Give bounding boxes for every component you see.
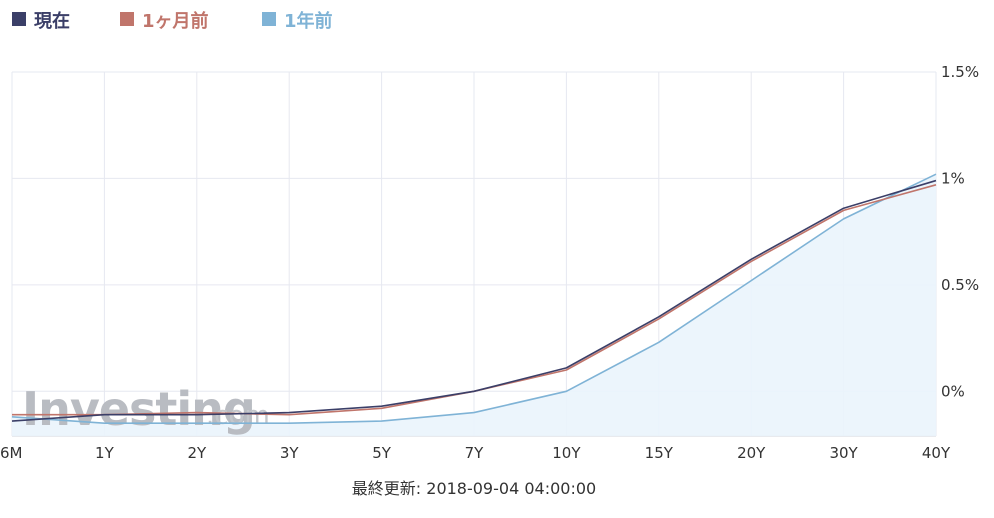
x-tick-label: 30Y [829, 444, 858, 462]
last-updated-text: 最終更新: 2018-09-04 04:00:00 [352, 479, 596, 498]
x-tick-label: 7Y [465, 444, 485, 462]
area-1year [12, 174, 936, 436]
legend-label-1year: 1年前 [284, 10, 333, 32]
legend-item-1year[interactable]: 1年前 [262, 10, 333, 32]
watermark-main: Investing [22, 382, 255, 436]
y-tick-label: 0.5% [941, 276, 979, 294]
y-axis-ticks: 1.5% 1% 0.5% 0% [941, 63, 979, 400]
legend-swatch-1year [262, 12, 276, 26]
x-tick-label: 5Y [372, 444, 392, 462]
watermark-suffix: .com [206, 401, 270, 431]
y-tick-label: 0% [941, 382, 965, 400]
legend-label-1month: 1ヶ月前 [142, 10, 209, 32]
x-tick-label: 20Y [737, 444, 766, 462]
legend-item-1month[interactable]: 1ヶ月前 [120, 10, 209, 32]
area-fill [12, 174, 936, 436]
legend-swatch-1month [120, 12, 134, 26]
investing-watermark: Investing .com [22, 382, 270, 436]
x-tick-label: 15Y [645, 444, 674, 462]
legend-label-current: 現在 [34, 10, 70, 32]
legend: 現在 1ヶ月前 1年前 [12, 10, 333, 32]
series-line-1year [11, 173, 937, 425]
series-line-current [11, 179, 937, 422]
y-tick-label: 1% [941, 169, 965, 187]
y-tick-label: 1.5% [941, 63, 979, 81]
x-tick-label: 6M [0, 444, 23, 462]
x-tick-label: 3Y [280, 444, 300, 462]
x-tick-label: 10Y [552, 444, 581, 462]
x-axis-ticks: 6M 1Y 2Y 3Y 5Y 7Y 10Y 15Y 20Y 30Y 40Y [0, 444, 951, 462]
x-tick-label: 40Y [922, 444, 951, 462]
series-lines [11, 173, 937, 425]
x-tick-label: 1Y [95, 444, 115, 462]
x-tick-label: 2Y [187, 444, 207, 462]
legend-item-current[interactable]: 現在 [12, 10, 70, 32]
legend-swatch-current [12, 12, 26, 26]
